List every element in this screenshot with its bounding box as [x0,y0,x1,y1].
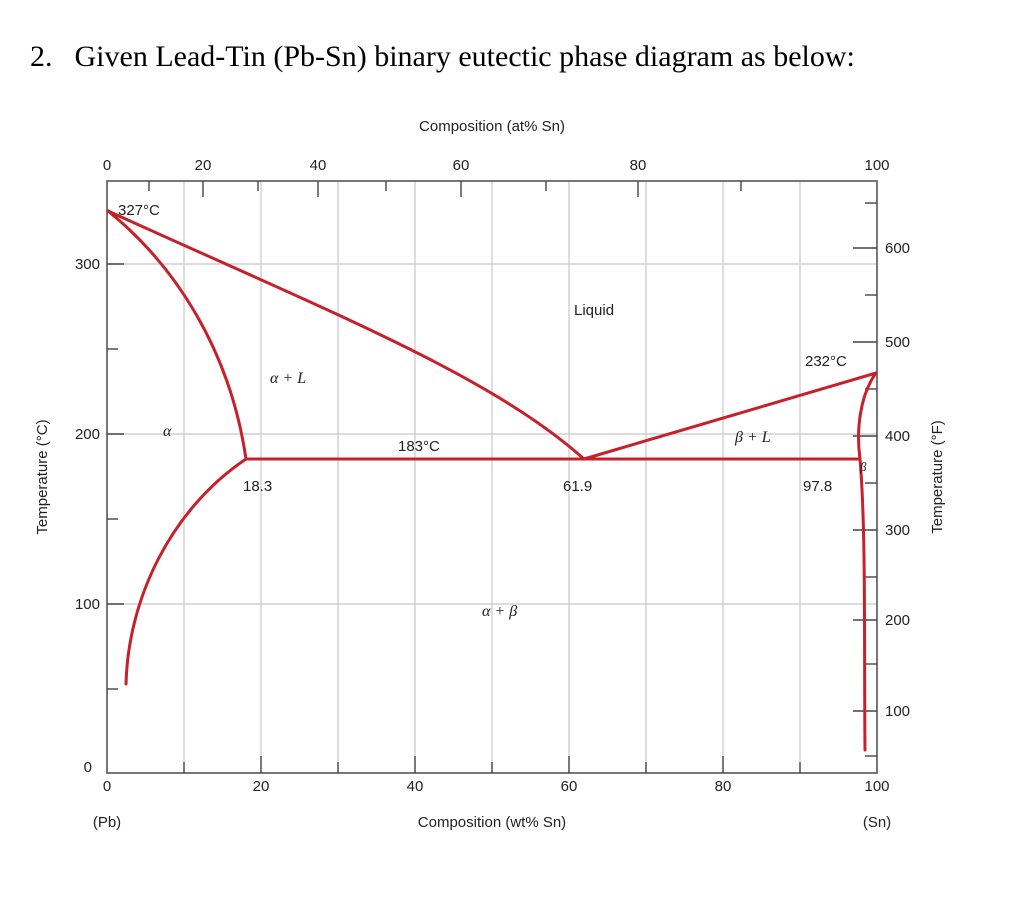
bottom-axis-title: Composition (wt% Sn) [418,814,566,831]
alpha-plus-liquid-label: α + L [270,370,306,387]
solvus-alpha [124,457,248,686]
liquidus-left [106,209,586,461]
sn-end-label: (Sn) [863,814,891,831]
left-tick-labels: 0 100 200 300 [75,256,100,776]
right-tick-label: 300 [885,522,910,539]
eutectic-temperature: 183°C [398,438,440,455]
bottom-tick-label: 80 [715,778,732,795]
question-text: 2. Given Lead-Tin (Pb-Sn) binary eutectic… [30,40,855,74]
beta-max-solubility: 97.8 [803,478,832,495]
question-body: Given Lead-Tin (Pb-Sn) binary eutectic p… [74,40,855,73]
question-number: 2. [30,40,53,73]
left-tick-label: 0 [84,759,92,776]
top-tick-label: 100 [864,157,889,174]
beta-plus-liquid-label: β + L [734,429,771,446]
right-tick-label: 600 [885,240,910,257]
pb-end-label: (Pb) [93,814,121,831]
alpha-region-label: α [163,423,172,440]
top-tick-label: 60 [453,157,470,174]
eutectic-composition: 61.9 [563,478,592,495]
right-axis-title: Temperature (°F) [929,420,946,534]
left-tick-label: 300 [75,256,100,273]
bottom-axis-ticks [183,756,801,773]
alpha-plus-beta-label: α + β [482,603,517,620]
top-axis-title: Composition (at% Sn) [419,118,565,135]
right-tick-label: 200 [885,612,910,629]
solvus-beta [858,457,867,752]
top-tick-label: 40 [310,157,327,174]
phase-labels: Liquid α + L α β + L β α + β [163,302,867,620]
top-tick-label: 20 [195,157,212,174]
pb-melting-point: 327°C [118,202,160,219]
solidus-beta [857,371,878,461]
phase-boundaries [106,209,878,752]
solidus-alpha [106,209,248,461]
top-axis-ticks [148,181,742,197]
bottom-tick-label: 40 [407,778,424,795]
right-tick-label: 500 [885,334,910,351]
bottom-tick-label: 60 [561,778,578,795]
right-tick-label: 400 [885,428,910,445]
right-tick-labels: 100 200 300 400 500 600 [885,240,910,720]
bottom-tick-label: 0 [103,778,111,795]
beta-region-label: β [859,459,867,474]
top-tick-label: 80 [630,157,647,174]
left-axis-ticks [107,263,124,690]
bottom-tick-label: 100 [864,778,889,795]
alpha-max-solubility: 18.3 [243,478,272,495]
annotations: 327°C 232°C 183°C 18.3 61.9 97.8 [118,202,847,495]
top-tick-label: 0 [103,157,111,174]
left-tick-label: 200 [75,426,100,443]
bottom-tick-labels: 0 20 40 60 80 100 [103,778,890,795]
bottom-tick-label: 20 [253,778,270,795]
liquid-region-label: Liquid [574,302,614,319]
left-axis-title: Temperature (°C) [34,419,51,534]
sn-melting-point: 232°C [805,353,847,370]
top-tick-labels: 0 20 40 60 80 100 [103,157,890,174]
right-tick-label: 100 [885,703,910,720]
liquidus-right [582,371,878,461]
left-tick-label: 100 [75,596,100,613]
grid [107,181,877,773]
